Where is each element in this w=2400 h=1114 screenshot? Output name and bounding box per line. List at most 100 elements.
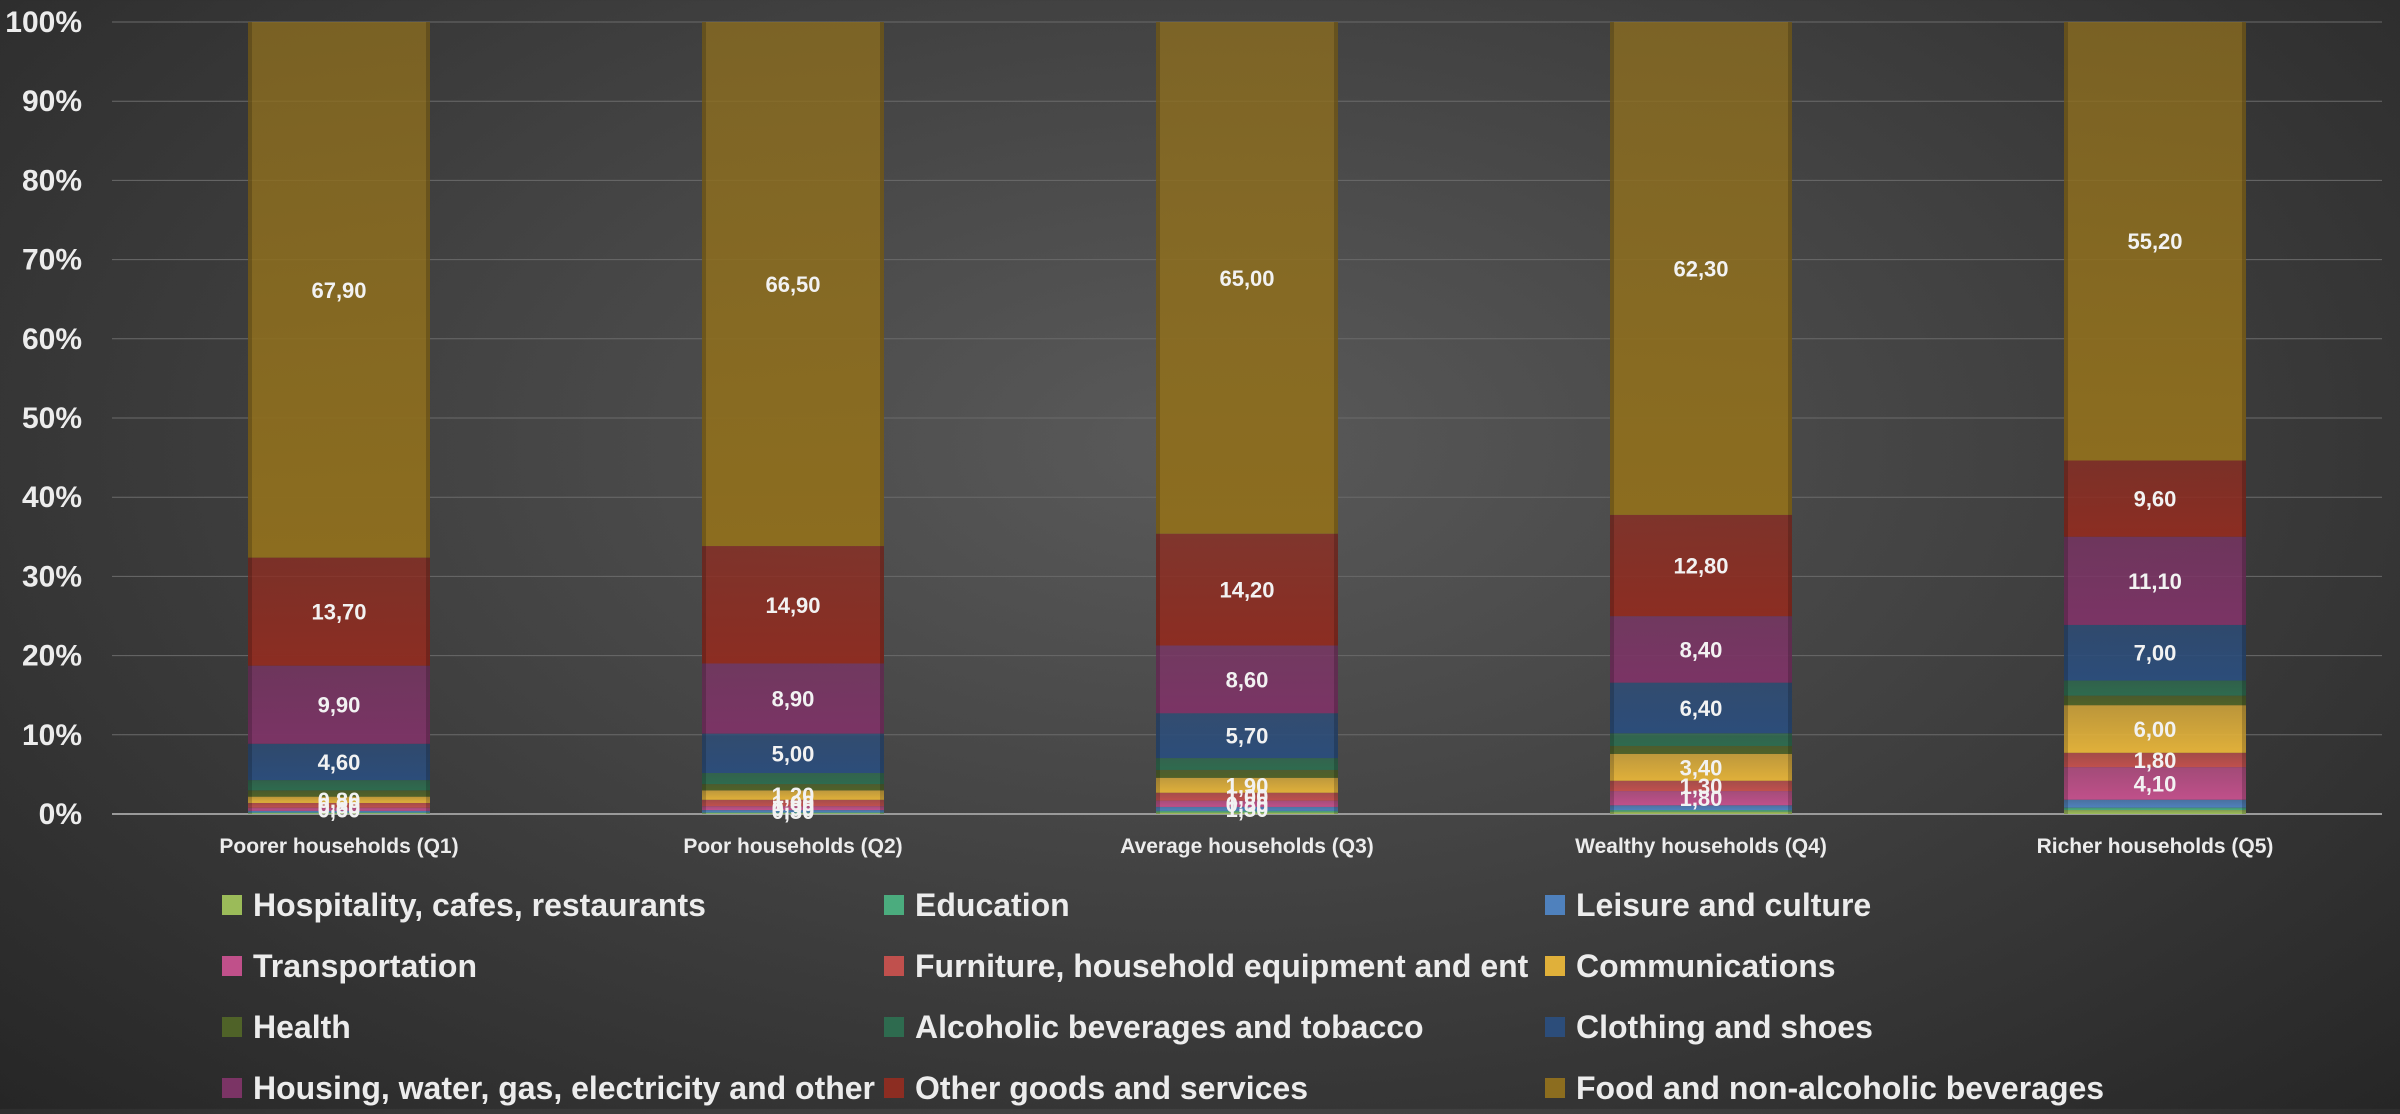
legend-swatch	[222, 895, 242, 915]
bar-segment[interactable]	[2064, 752, 2246, 768]
bar-data-label: 66,50	[765, 272, 820, 297]
legend-item[interactable]: Leisure and culture	[1545, 887, 1871, 923]
legend-item[interactable]: Education	[884, 887, 1070, 923]
legend-swatch	[884, 1017, 904, 1037]
y-tick-label: 40%	[22, 481, 82, 514]
bar-segment[interactable]	[702, 733, 884, 774]
bar-segment[interactable]	[1156, 800, 1338, 807]
legend-item[interactable]: Furniture, household equipment and ent	[884, 948, 1529, 984]
legend-item[interactable]: Hospitality, cafes, restaurants	[222, 887, 706, 923]
bar-segment[interactable]	[1156, 533, 1338, 646]
bar-segment[interactable]	[2064, 807, 2246, 811]
bar-segment[interactable]	[248, 796, 430, 803]
legend-item[interactable]: Clothing and shoes	[1545, 1009, 1873, 1045]
bar-data-label: 1,00	[772, 791, 815, 816]
bar-segment[interactable]	[1610, 682, 1792, 734]
bar-segment[interactable]	[1610, 616, 1792, 683]
bar-segment[interactable]	[248, 790, 430, 797]
legend-swatch	[1545, 1017, 1565, 1037]
y-tick-label: 90%	[22, 85, 82, 118]
bar-segment[interactable]	[702, 810, 884, 813]
bar-segment[interactable]	[702, 22, 884, 547]
bar-segment[interactable]	[248, 22, 430, 558]
bar-segment[interactable]	[1156, 645, 1338, 714]
bar-segment[interactable]	[1156, 812, 1338, 814]
bar-segment[interactable]	[2064, 810, 2246, 814]
bars	[248, 22, 2246, 814]
bar-segment[interactable]	[702, 813, 884, 814]
bar-segment[interactable]	[248, 743, 430, 781]
bar-edge-shade	[426, 22, 430, 814]
legend-label: Alcoholic beverages and tobacco	[915, 1009, 1424, 1045]
bar-segment[interactable]	[702, 663, 884, 734]
bar-segment[interactable]	[2064, 767, 2246, 800]
bar-data-label: 14,20	[1219, 578, 1274, 603]
bar-segment[interactable]	[2064, 680, 2246, 696]
bar-segment[interactable]	[1610, 780, 1792, 792]
bar-segment[interactable]	[2064, 705, 2246, 753]
bar-segment[interactable]	[702, 784, 884, 791]
bar-segment[interactable]	[1610, 791, 1792, 806]
legend-item[interactable]: Alcoholic beverages and tobacco	[884, 1009, 1424, 1045]
legend-item[interactable]: Other goods and services	[884, 1070, 1308, 1106]
bar-segment[interactable]	[702, 812, 884, 814]
bar-segment[interactable]	[702, 773, 884, 785]
bar-segment[interactable]	[248, 780, 430, 791]
bar-segment[interactable]	[702, 799, 884, 807]
bar-segment[interactable]	[702, 806, 884, 811]
bar-edge-shade	[1156, 22, 1160, 814]
y-tick-label: 20%	[22, 640, 82, 673]
bar-segment[interactable]	[1156, 806, 1338, 811]
legend-item[interactable]: Communications	[1545, 948, 1836, 984]
legend-item[interactable]: Transportation	[222, 948, 477, 984]
bar-segment[interactable]	[1156, 769, 1338, 778]
bar-segment[interactable]	[248, 813, 430, 814]
bar-segment[interactable]	[248, 665, 430, 744]
bar-segment[interactable]	[1610, 805, 1792, 811]
bar-segment[interactable]	[248, 557, 430, 666]
bar-data-label: 8,40	[1680, 637, 1723, 662]
bar-segment[interactable]	[1156, 792, 1338, 801]
bar-segment[interactable]	[2064, 799, 2246, 808]
bar-segment[interactable]	[248, 807, 430, 811]
legend-item[interactable]: Health	[222, 1009, 351, 1045]
legend-item[interactable]: Food and non-alcoholic beverages	[1545, 1070, 2104, 1106]
bar-segment[interactable]	[1610, 810, 1792, 812]
bar-segment[interactable]	[1156, 777, 1338, 793]
bar-segment[interactable]	[2064, 695, 2246, 706]
bar-data-label: 4,10	[2134, 771, 2177, 796]
bar-segment[interactable]	[2064, 460, 2246, 537]
bar-segment[interactable]	[1610, 514, 1792, 617]
legend-swatch	[1545, 956, 1565, 976]
bar-segment[interactable]	[1610, 811, 1792, 814]
bar-segment[interactable]	[1156, 22, 1338, 534]
bar-edge-shade	[1334, 22, 1338, 814]
y-tick-label: 60%	[22, 323, 82, 356]
y-tick-label: 0%	[39, 798, 82, 831]
bar-segment[interactable]	[2064, 22, 2246, 461]
bar-data-label: 1,00	[1226, 785, 1269, 810]
bar-segment[interactable]	[1156, 713, 1338, 759]
bar-data-label: 3,40	[1680, 755, 1723, 780]
y-tick-label: 80%	[22, 164, 82, 197]
bar-segment[interactable]	[1610, 745, 1792, 754]
bar-segment[interactable]	[1610, 22, 1792, 515]
bar-segment[interactable]	[702, 790, 884, 800]
bar-data-label: 65,00	[1219, 266, 1274, 291]
bar-segment[interactable]	[1156, 810, 1338, 813]
bar-segment[interactable]	[248, 812, 430, 814]
bar-segment[interactable]	[248, 810, 430, 813]
bar-segment[interactable]	[2064, 624, 2246, 681]
bar-segment[interactable]	[1610, 733, 1792, 746]
bar-edge-shade	[1788, 22, 1792, 814]
bar-segment[interactable]	[702, 546, 884, 664]
bar-segment[interactable]	[248, 802, 430, 808]
bar-segment[interactable]	[2064, 536, 2246, 625]
legend-item[interactable]: Housing, water, gas, electricity and oth…	[222, 1070, 875, 1106]
bar-data-label: 0,80	[318, 793, 361, 818]
bar-segment[interactable]	[1610, 753, 1792, 781]
bar-data-label: 6,00	[2134, 717, 2177, 742]
bar-segment[interactable]	[1156, 758, 1338, 770]
